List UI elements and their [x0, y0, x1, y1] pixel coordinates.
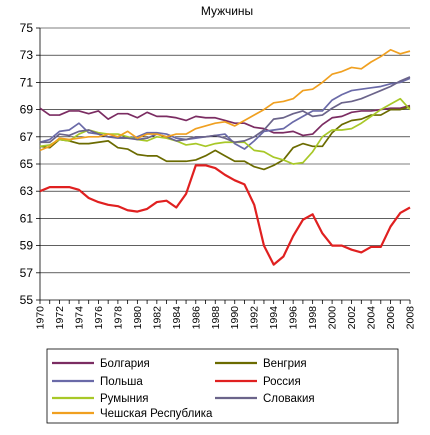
x-tick-label: 1992 [249, 306, 261, 330]
y-tick-label: 59 [20, 239, 34, 253]
series-line-4 [39, 164, 411, 266]
series-line-1 [39, 104, 411, 137]
y-tick-label: 73 [20, 48, 34, 62]
series-line-2 [39, 106, 411, 171]
legend-label: Румыния [100, 393, 148, 405]
y-tick-labels: 55 57 59 61 63 65 67 69 71 73 75 [20, 21, 34, 307]
x-tick-label: 1970 [35, 306, 47, 330]
x-tick-label: 2004 [366, 306, 378, 330]
chart-title: Мужчины [201, 4, 253, 18]
x-tick-label: 2002 [346, 306, 358, 330]
legend-label: Словакия [263, 393, 315, 405]
x-tick-labels: 1970 1972 1974 1976 1978 1980 1982 1984 1986 1988… [35, 306, 417, 330]
x-tick-label: 1998 [307, 306, 319, 330]
legend-label: Венгрия [263, 358, 307, 370]
legend-box [46, 348, 399, 424]
legend-label: Польша [100, 376, 143, 388]
y-tick-label: 65 [20, 157, 34, 171]
axes [36, 27, 411, 304]
y-tick-label: 61 [20, 211, 34, 225]
x-tick-label: 1972 [54, 306, 66, 330]
x-tick-label: 1976 [93, 306, 105, 330]
y-tick-label: 55 [20, 293, 34, 307]
series-line-5 [39, 97, 411, 165]
series-line-6 [40, 76, 411, 144]
legend-label: Чешская Республика [100, 408, 213, 420]
y-tick-label: 57 [20, 266, 34, 280]
x-tick-label: 2000 [327, 306, 339, 330]
x-tick-label: 1984 [171, 306, 183, 330]
x-tick-label: 2006 [385, 306, 397, 330]
x-tick-label: 1980 [132, 306, 144, 330]
legend-label: Россия [263, 376, 301, 388]
x-tick-label: 1996 [288, 306, 300, 330]
y-tick-label: 67 [20, 130, 34, 144]
legend: Болгария Венгрия Польша Россия Румыния Словак… [46, 348, 399, 424]
series-lines [39, 48, 411, 266]
y-tick-label: 69 [20, 103, 34, 117]
y-tick-label: 63 [20, 184, 34, 198]
y-tick-label: 75 [20, 21, 34, 35]
x-tick-label: 1974 [73, 306, 85, 330]
gridlines [40, 27, 410, 274]
x-tick-label: 1994 [268, 306, 280, 330]
legend-label: Болгария [100, 358, 150, 370]
x-tick-label: 1988 [210, 306, 222, 330]
y-tick-label: 71 [20, 75, 34, 89]
x-tick-label: 1986 [190, 306, 202, 330]
x-tick-label: 1982 [151, 306, 163, 330]
x-tick-label: 1990 [229, 306, 241, 330]
series-line-7 [39, 48, 411, 152]
x-tick-label: 1978 [112, 306, 124, 330]
x-tick-label: 2008 [405, 306, 417, 330]
